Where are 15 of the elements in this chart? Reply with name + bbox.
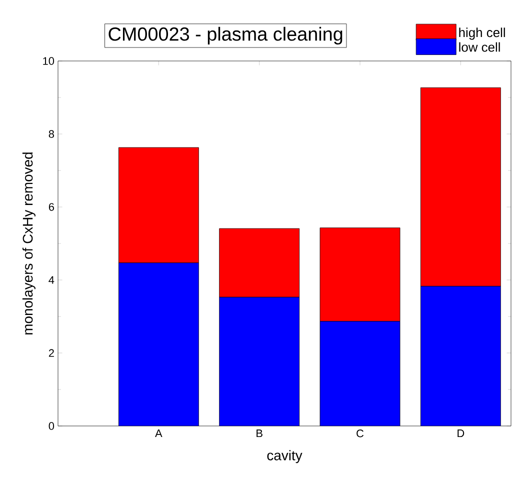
y-tick-label: 2 bbox=[48, 349, 54, 357]
y-axis-title: monolayers of CxHy removed bbox=[22, 152, 36, 334]
y-tick-label: 10 bbox=[43, 57, 54, 65]
legend-label: low cell bbox=[459, 42, 500, 52]
x-tick-label: A bbox=[155, 430, 162, 438]
y-tick-label: 6 bbox=[48, 203, 54, 211]
legend-label: high cell bbox=[459, 28, 505, 40]
y-tick-label: 0 bbox=[48, 422, 54, 430]
x-tick-label: D bbox=[458, 430, 464, 438]
chart-title: CM00023 - plasma cleaning bbox=[108, 26, 342, 44]
x-tick-label: B bbox=[256, 430, 262, 438]
x-axis-title: cavity bbox=[267, 450, 302, 464]
x-tick-label: C bbox=[356, 430, 364, 438]
y-tick-label: 4 bbox=[48, 276, 54, 284]
y-tick-label: 8 bbox=[48, 130, 54, 138]
